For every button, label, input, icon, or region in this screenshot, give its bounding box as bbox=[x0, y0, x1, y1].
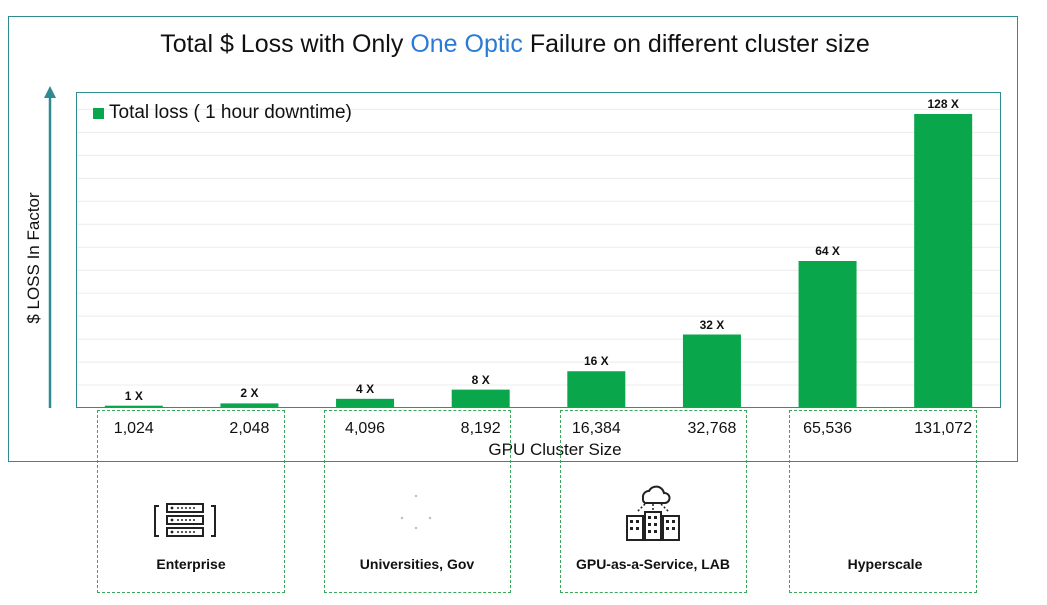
data-label: 128 X bbox=[927, 97, 959, 111]
segment-label-enterprise: Enterprise bbox=[156, 556, 226, 572]
x-tick-label: 2,048 bbox=[229, 420, 270, 437]
bar bbox=[682, 334, 741, 408]
segment-label-gpuaas: GPU-as-a-Service, LAB bbox=[575, 556, 731, 572]
legend-label: Total loss ( 1 hour downtime) bbox=[109, 102, 352, 123]
cloud-buildings-icon bbox=[626, 485, 680, 541]
legend: Total loss ( 1 hour downtime) bbox=[93, 102, 352, 124]
x-axis-label: GPU Cluster Size bbox=[488, 440, 622, 459]
bar bbox=[336, 398, 395, 408]
segment-label-hyperscale: Hyperscale bbox=[847, 556, 923, 572]
title-prefix: Total $ Loss with Only bbox=[160, 30, 411, 58]
x-tick-label: 32,768 bbox=[687, 420, 737, 437]
data-label: 64 X bbox=[815, 244, 840, 258]
x-tick-label: 16,384 bbox=[571, 420, 621, 437]
segment-box-hyperscale bbox=[789, 410, 977, 593]
data-label: 16 X bbox=[583, 354, 609, 369]
bar bbox=[220, 403, 279, 408]
chart-frame bbox=[8, 16, 1018, 462]
bar bbox=[451, 389, 510, 408]
network-dots-icon bbox=[400, 494, 432, 530]
chart-title: Total $ Loss with Only One Optic Failure… bbox=[0, 30, 1030, 59]
x-tick-label: 4,096 bbox=[345, 420, 386, 437]
data-label: 4 X bbox=[356, 381, 375, 396]
plot-area bbox=[76, 92, 1001, 408]
data-label: 32 X bbox=[699, 317, 725, 332]
segment-box-gpuaas bbox=[560, 410, 747, 593]
x-tick-label: 1,024 bbox=[113, 420, 154, 437]
data-label: 1 X bbox=[124, 388, 143, 403]
segment-label-universities: Universities, Gov bbox=[359, 556, 475, 572]
data-label: 8 X bbox=[471, 372, 490, 387]
y-axis-label: $ LOSS In Factor bbox=[24, 192, 43, 324]
y-axis-arrow-head bbox=[44, 86, 56, 98]
x-tick-label: 8,192 bbox=[460, 420, 501, 437]
x-tick-label: 65,536 bbox=[803, 420, 853, 437]
title-highlight: One Optic bbox=[410, 30, 523, 58]
x-tick-label: 131,072 bbox=[914, 420, 973, 437]
bar bbox=[798, 261, 857, 408]
title-suffix: Failure on different cluster size bbox=[522, 30, 870, 58]
bar bbox=[104, 405, 163, 408]
server-rack-icon bbox=[154, 503, 216, 537]
segment-box-enterprise bbox=[97, 410, 285, 593]
data-label: 2 X bbox=[240, 386, 259, 401]
bar bbox=[567, 371, 626, 408]
legend-swatch bbox=[93, 107, 104, 119]
bar bbox=[914, 114, 973, 408]
segment-box-universities bbox=[324, 410, 511, 593]
